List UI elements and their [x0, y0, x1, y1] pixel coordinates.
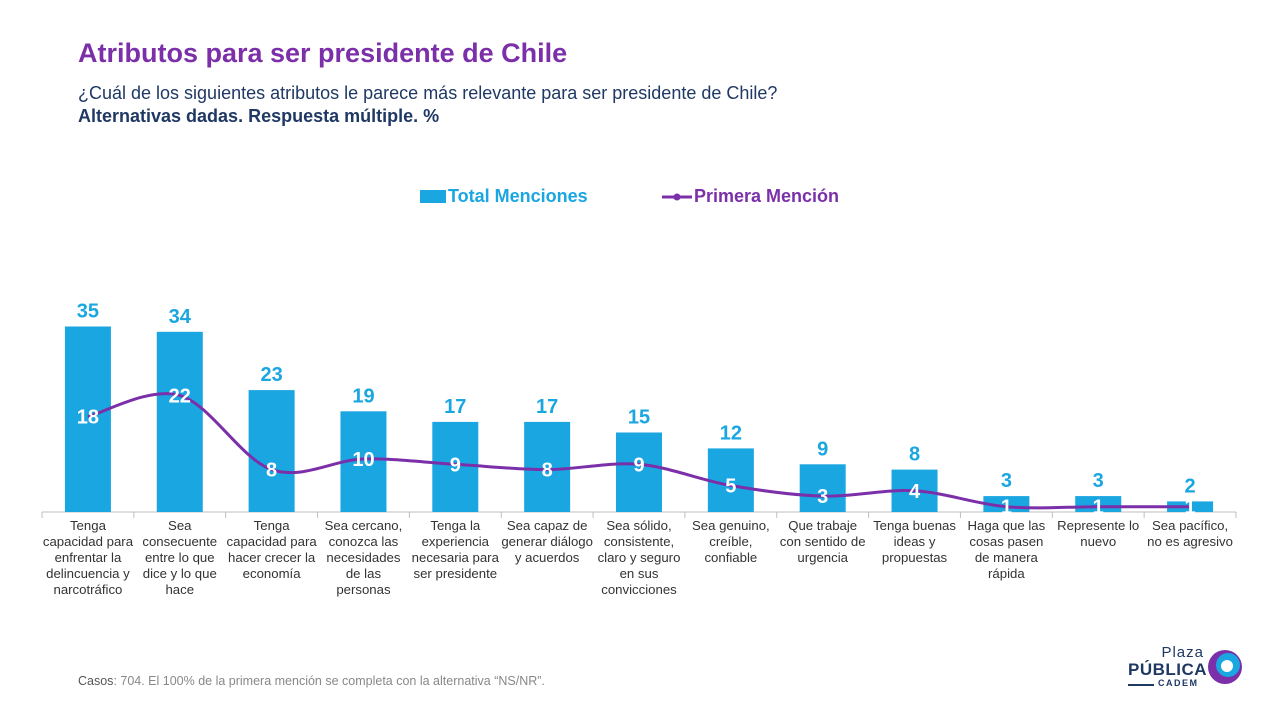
bar-value-label: 17 [444, 396, 466, 418]
line-value-label: 3 [817, 486, 828, 508]
footnote: Casos: 704. El 100% de la primera menció… [78, 674, 545, 688]
bar [707, 448, 754, 512]
bar-value-label: 35 [77, 301, 99, 323]
x-category-label: Sea pacífico, no es agresivo [1147, 518, 1233, 549]
bar [432, 421, 479, 512]
page-title: Atributos para ser presidente de Chile [78, 38, 568, 68]
line-value-label: 1 [1185, 497, 1196, 519]
bar-value-label: 3 [1093, 470, 1104, 492]
bar-value-label: 12 [720, 422, 742, 444]
bar [616, 432, 662, 512]
chart-question: ¿Cuál de los siguientes atributos le par… [78, 83, 778, 103]
line-value-label: 8 [266, 460, 277, 482]
x-category-label: Sea capaz de generar diálogo y acuerdos [501, 518, 593, 565]
bar-value-label: 19 [352, 385, 374, 407]
bar-value-label: 2 [1185, 475, 1196, 497]
legend-item-total-menciones: Total Menciones [420, 186, 588, 207]
line-value-label: 1 [1001, 497, 1012, 519]
line-value-label: 5 [725, 476, 736, 498]
line-value-label: 9 [633, 454, 644, 476]
legend-label-bars: Total Menciones [448, 186, 588, 206]
x-category-label: Haga que las cosas pasen de manera rápid… [967, 518, 1046, 581]
logo-text-publica: PÚBLICA [1128, 660, 1208, 679]
x-category-label: Sea genuino, creíble, confiable [691, 518, 770, 565]
x-category-label: Represente lo nuevo [1057, 518, 1140, 549]
bar-value-label: 34 [169, 306, 192, 328]
logo-text-cadem: CADEM [1158, 678, 1199, 688]
line-value-label: 10 [352, 449, 374, 471]
logo-text-plaza: Plaza [1161, 644, 1204, 661]
x-category-label: Que trabaje con sentido de urgencia [779, 518, 866, 565]
bar [248, 390, 295, 512]
line-value-label: 18 [77, 407, 99, 429]
x-category-label: Tenga buenas ideas y propuestas [873, 518, 956, 565]
logo-mark-icon [1208, 650, 1242, 684]
plaza-publica-cadem-logo: Plaza PÚBLICA CADEM [1126, 644, 1246, 694]
chart-legend: Total Menciones Primera Mención [0, 186, 1264, 214]
logo-rule [1128, 684, 1154, 686]
line-value-label: 9 [450, 454, 461, 476]
legend-bar-swatch [420, 190, 446, 203]
legend-item-primera-mencion: Primera Mención [662, 186, 839, 207]
x-category-label: Sea sólido, consistente, claro y seguro … [597, 518, 681, 597]
x-category-label: Tenga la experiencia necesaria para ser … [411, 518, 499, 581]
x-category-label: Sea consecuente entre lo que dice y lo q… [142, 518, 218, 597]
series-line-primera-mencion [87, 392, 1191, 510]
bar-value-label: 8 [909, 444, 920, 466]
bar [799, 464, 846, 512]
chart-note: Alternativas dadas. Respuesta múltiple. … [78, 106, 440, 126]
category-labels: Tenga capacidad para enfrentar la delinc… [42, 518, 1236, 628]
x-category-label: Sea cercano, conozca las necesidades de … [324, 518, 403, 597]
footnote-text: : 704. El 100% de la primera mención se … [113, 674, 545, 688]
x-category-label: Tenga capacidad para enfrentar la delinc… [42, 518, 134, 597]
bar-value-label: 3 [1001, 470, 1012, 492]
line-value-label: 1 [1093, 497, 1104, 519]
bar [64, 326, 111, 512]
bar-value-label: 15 [628, 407, 650, 429]
bar-value-label: 17 [536, 396, 558, 418]
bar [524, 421, 571, 512]
line-value-label: 8 [542, 460, 553, 482]
bar [156, 331, 203, 512]
x-category-label: Tenga capacidad para hacer crecer la eco… [226, 518, 317, 581]
legend-line-swatch [662, 193, 692, 200]
footnote-label: Casos [78, 674, 114, 688]
bar-value-label: 23 [260, 364, 282, 386]
line-value-label: 4 [909, 481, 921, 503]
bar-value-label: 9 [817, 438, 828, 460]
line-value-label: 22 [169, 385, 191, 407]
legend-label-line: Primera Mención [694, 186, 840, 206]
